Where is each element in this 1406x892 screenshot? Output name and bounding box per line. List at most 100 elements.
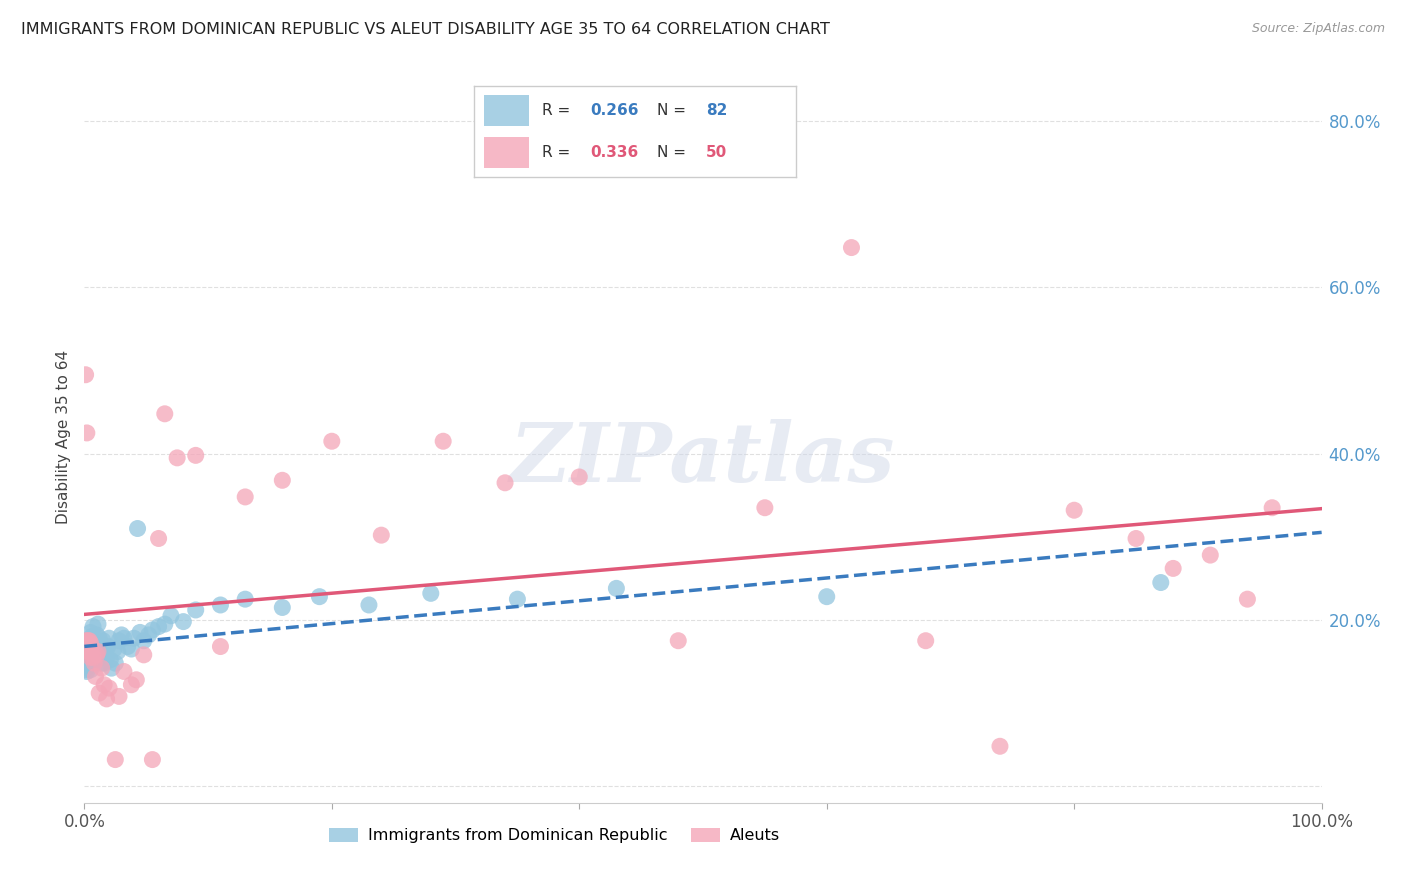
Point xyxy=(79,636,101,650)
Point xyxy=(79,642,101,657)
Point xyxy=(419,586,441,600)
Point xyxy=(104,753,127,767)
Point xyxy=(108,690,131,704)
Point xyxy=(209,640,232,654)
Point xyxy=(184,448,207,462)
Point xyxy=(75,650,97,665)
Point xyxy=(112,632,135,646)
Point xyxy=(77,648,100,662)
Point xyxy=(79,625,101,640)
Point xyxy=(308,590,330,604)
Point xyxy=(988,739,1011,754)
Point xyxy=(209,598,232,612)
Point xyxy=(103,642,125,657)
Point xyxy=(86,628,108,642)
Point xyxy=(76,644,98,658)
Point xyxy=(82,650,104,665)
Point xyxy=(141,753,163,767)
Point xyxy=(83,644,105,658)
Point xyxy=(494,475,516,490)
Point xyxy=(79,633,101,648)
Point xyxy=(75,368,97,382)
Point xyxy=(79,644,101,658)
Point xyxy=(1236,592,1258,607)
Point xyxy=(89,686,111,700)
Point xyxy=(89,648,111,662)
Point xyxy=(79,644,101,658)
Point xyxy=(86,648,108,662)
Point xyxy=(82,619,104,633)
Point xyxy=(91,633,114,648)
Point xyxy=(172,615,194,629)
Point xyxy=(79,663,101,677)
Point xyxy=(87,617,110,632)
Point xyxy=(184,603,207,617)
Point xyxy=(75,663,97,677)
Point xyxy=(153,407,176,421)
Point xyxy=(93,656,115,670)
Point xyxy=(76,665,98,679)
Point xyxy=(79,633,101,648)
Point xyxy=(77,653,100,667)
Point xyxy=(129,625,152,640)
Point xyxy=(80,644,103,658)
Point xyxy=(271,473,294,487)
Point xyxy=(100,661,122,675)
Point xyxy=(89,646,111,660)
Point xyxy=(233,490,256,504)
Point xyxy=(96,650,118,665)
Point xyxy=(104,656,127,670)
Text: ZIPatlas: ZIPatlas xyxy=(510,419,896,499)
Point xyxy=(77,658,100,673)
Point xyxy=(76,658,98,673)
Point xyxy=(84,669,107,683)
Point xyxy=(84,655,107,669)
Point xyxy=(148,532,170,546)
Point xyxy=(79,650,101,665)
Point xyxy=(138,628,160,642)
Point xyxy=(98,653,121,667)
Point xyxy=(233,592,256,607)
Point xyxy=(568,470,591,484)
Point xyxy=(77,640,100,654)
Point xyxy=(432,434,454,449)
Point xyxy=(79,650,101,665)
Point xyxy=(357,598,380,612)
Point xyxy=(125,673,148,687)
Point xyxy=(93,678,115,692)
Point xyxy=(1063,503,1085,517)
Point xyxy=(1161,561,1184,575)
Point xyxy=(1199,548,1222,562)
Point xyxy=(80,630,103,644)
Point xyxy=(148,619,170,633)
Point xyxy=(506,592,529,607)
Point xyxy=(79,656,101,670)
Point xyxy=(76,644,98,658)
Point xyxy=(80,655,103,669)
Text: Source: ZipAtlas.com: Source: ZipAtlas.com xyxy=(1251,22,1385,36)
Point xyxy=(1125,532,1147,546)
Point xyxy=(87,633,110,648)
Point xyxy=(91,644,114,658)
Point xyxy=(96,692,118,706)
Point xyxy=(79,636,101,650)
Point xyxy=(83,656,105,670)
Point xyxy=(89,636,111,650)
Point xyxy=(166,450,188,465)
Point xyxy=(75,642,97,657)
Text: IMMIGRANTS FROM DOMINICAN REPUBLIC VS ALEUT DISABILITY AGE 35 TO 64 CORRELATION : IMMIGRANTS FROM DOMINICAN REPUBLIC VS AL… xyxy=(21,22,830,37)
Point xyxy=(76,425,98,440)
Point xyxy=(75,638,97,652)
Point xyxy=(98,681,121,695)
Point xyxy=(86,648,108,662)
Point xyxy=(98,632,121,646)
Point xyxy=(132,648,155,662)
Point xyxy=(122,632,145,646)
Point xyxy=(117,640,139,654)
Point xyxy=(160,608,183,623)
Point xyxy=(84,642,107,657)
Point xyxy=(97,640,120,654)
Point xyxy=(82,650,104,665)
Point xyxy=(321,434,343,449)
Point xyxy=(841,241,863,255)
